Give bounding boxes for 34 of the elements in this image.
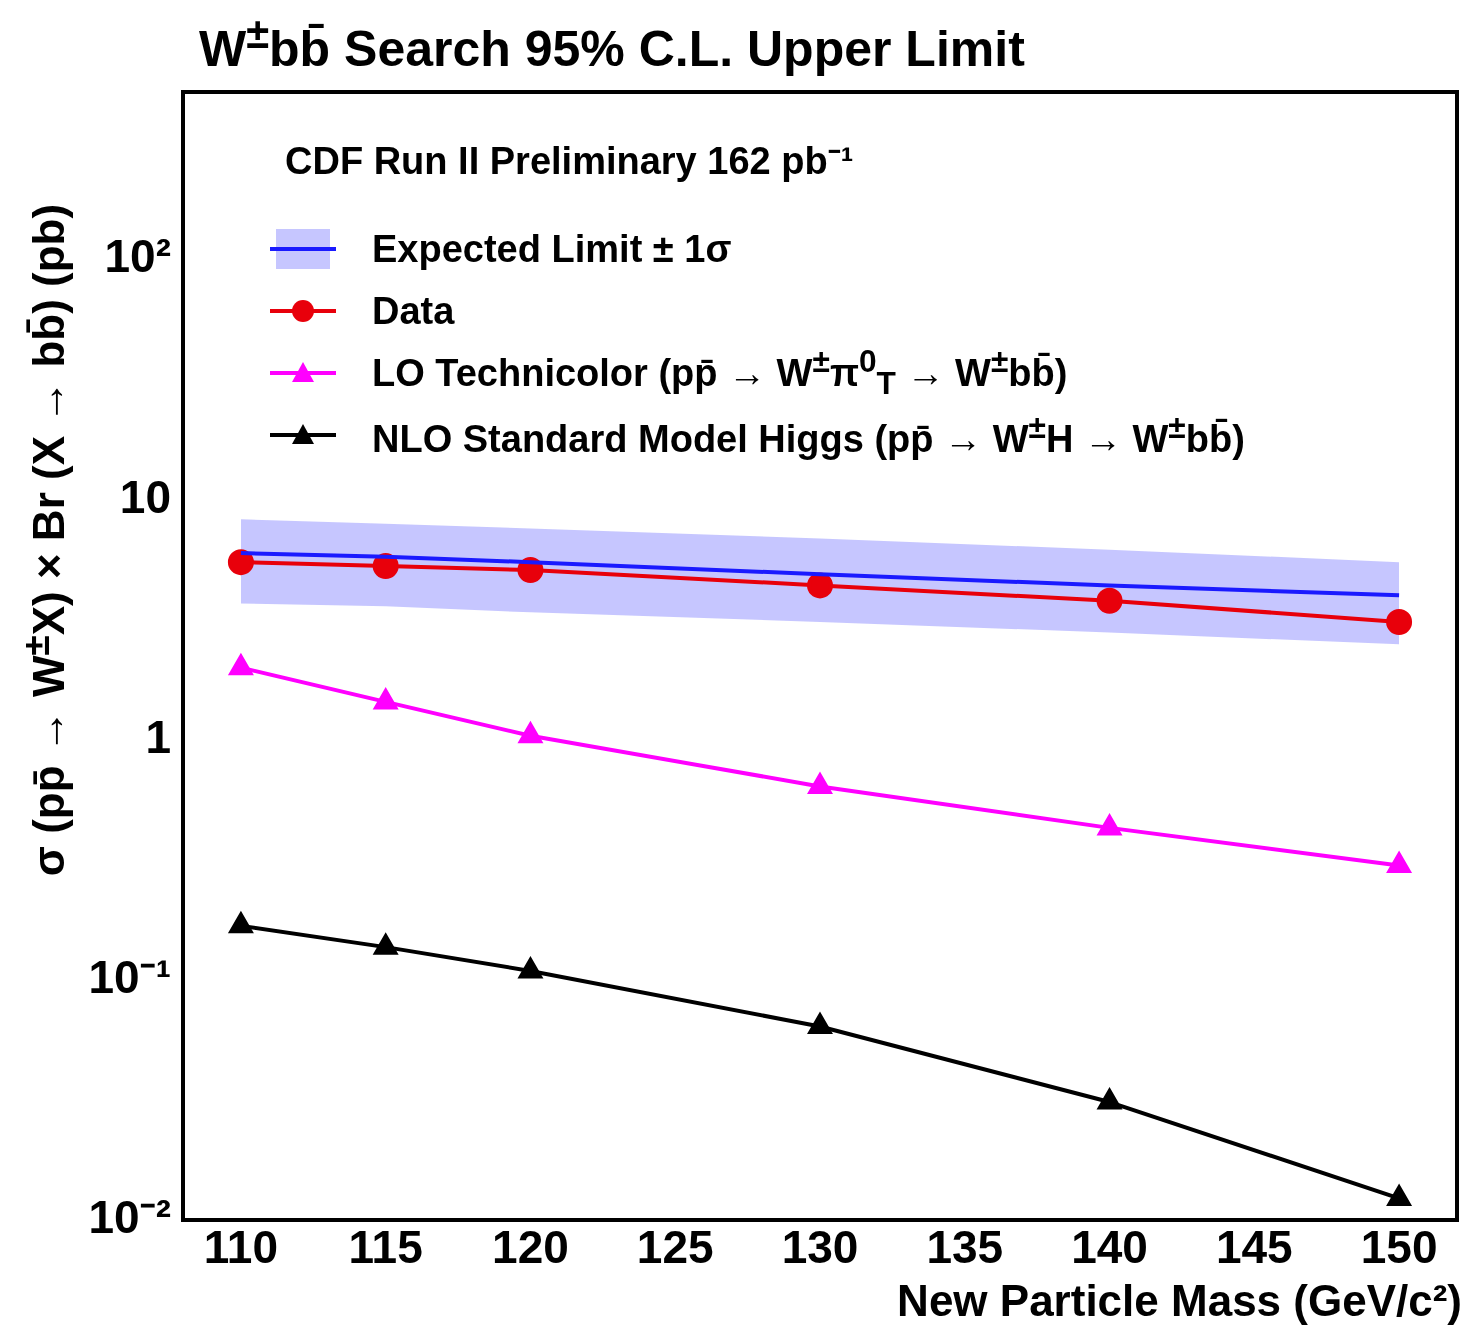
x-tick-label: 145 xyxy=(1215,1221,1293,1274)
chart-title: W$^{±}$bb̄ Search 95% C.L. Upper Limit xyxy=(195,10,1029,78)
x-tick-label: 140 xyxy=(1071,1221,1148,1274)
legend-label: NLO Standard Model Higgs (pp̄ → W$^{±}$H → W$^{±}$bb̄) xyxy=(372,409,1245,461)
legend-label: Expected Limit ± 1σ xyxy=(372,227,732,271)
x-axis-title: New Particle Mass (GeV/c²) xyxy=(897,1276,1462,1326)
point xyxy=(1387,852,1411,873)
point xyxy=(1387,1185,1411,1206)
point xyxy=(518,957,542,979)
point xyxy=(1098,814,1122,836)
x-tick-label: 120 xyxy=(492,1221,569,1274)
x-tick-label: 130 xyxy=(781,1221,859,1274)
y-tick-label: 1 xyxy=(145,710,171,763)
point xyxy=(808,1013,832,1034)
point xyxy=(1098,1089,1122,1110)
y-tick-label: 10⁻¹ xyxy=(88,950,171,1003)
point xyxy=(227,549,254,576)
x-tick-label: 110 xyxy=(203,1221,279,1274)
point xyxy=(808,773,832,794)
point xyxy=(228,910,254,934)
point xyxy=(374,934,398,955)
legend-label: Data xyxy=(372,289,455,333)
y-tick-label: 10 xyxy=(119,470,171,523)
point xyxy=(374,688,398,710)
x-tick-label: 150 xyxy=(1360,1221,1438,1274)
legend-label: LO Technicolor (pp̄ → W$^{±}$π$^{0}$$_{T}$ → W$^{±}$bb̄) xyxy=(372,343,1068,403)
y-tick-label: 10² xyxy=(104,230,171,283)
x-tick-label: 135 xyxy=(926,1221,1004,1274)
annotation: CDF Run II Preliminary 162 pb⁻¹ xyxy=(285,139,854,184)
x-tick-label: 125 xyxy=(636,1221,714,1274)
y-tick-label: 10⁻² xyxy=(88,1190,171,1243)
x-tick-label: 115 xyxy=(348,1221,423,1274)
point xyxy=(1386,608,1413,635)
point xyxy=(1096,587,1123,614)
